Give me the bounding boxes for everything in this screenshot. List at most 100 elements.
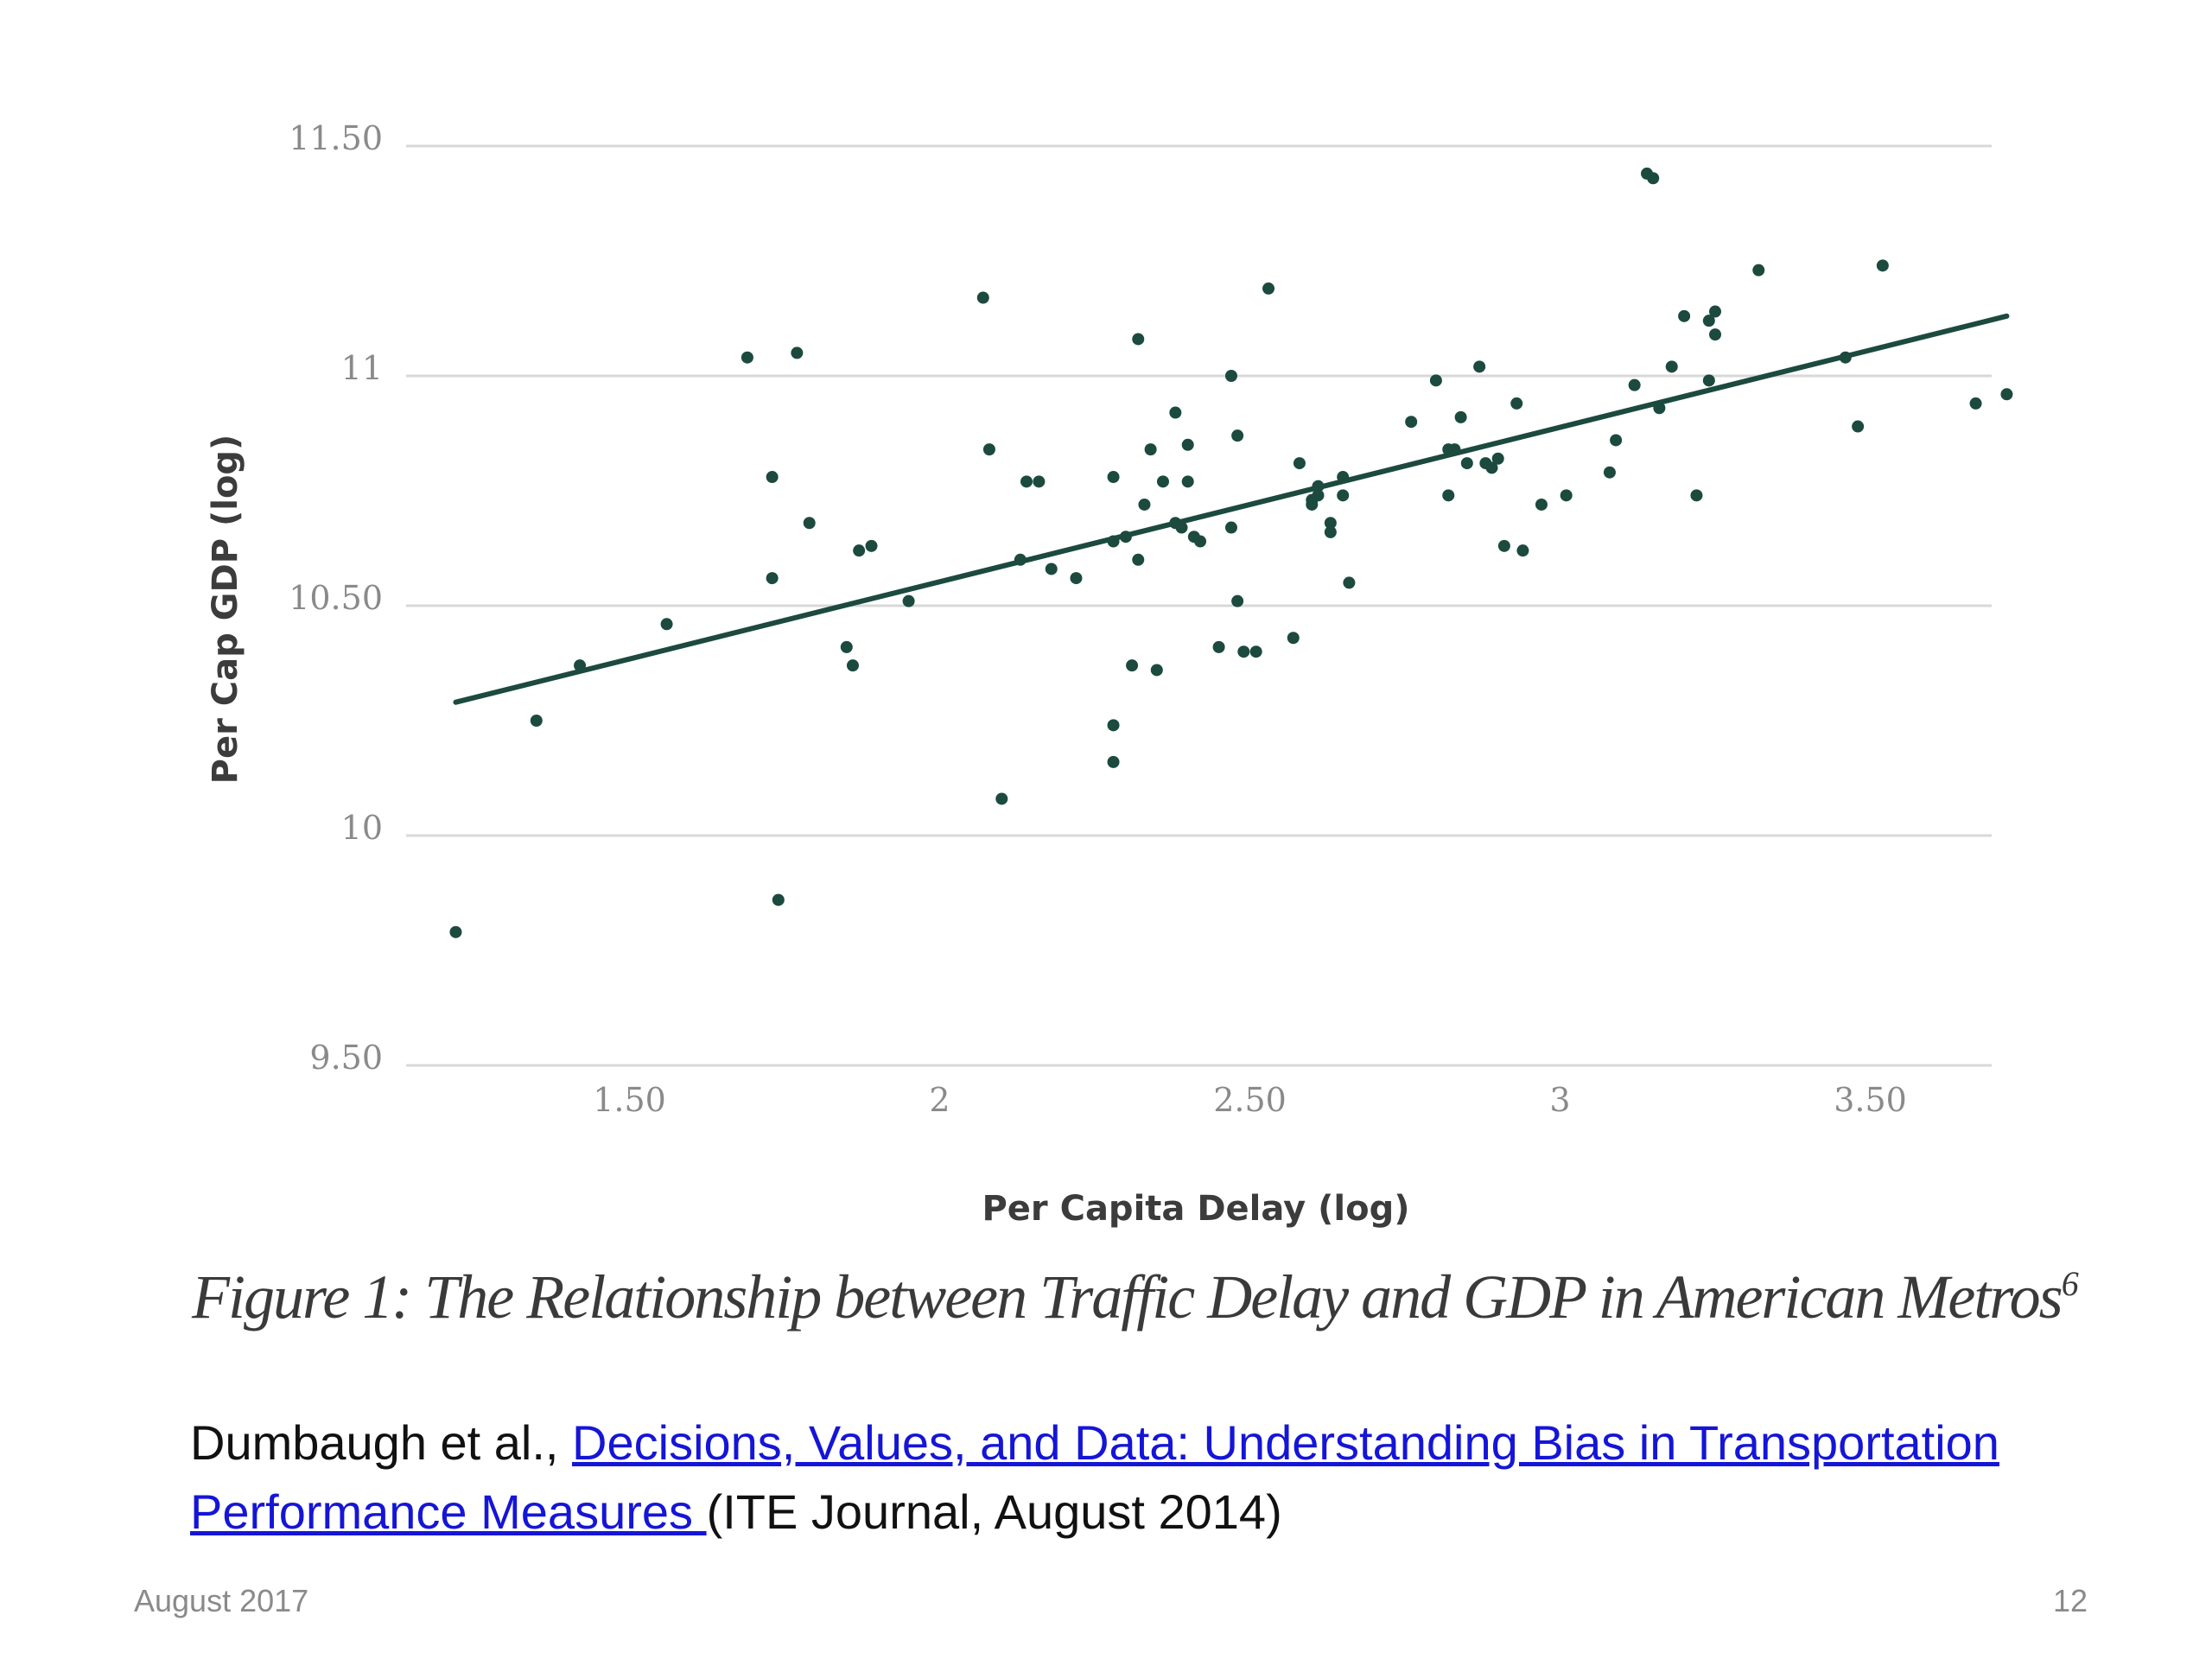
data-point [982,443,995,456]
data-point [846,659,859,672]
data-point [803,517,816,530]
data-point [976,291,989,304]
data-point [449,925,462,938]
footer-date: August 2017 [134,1583,309,1618]
data-point [1033,475,1046,488]
data-point [1876,259,1889,272]
data-point [1448,443,1461,456]
trend-line [453,313,2010,705]
data-point [1429,374,1442,387]
data-point [1690,489,1703,502]
x-tick-label: 3.50 [1834,1081,1907,1119]
footnote-marker: 6 [2061,1264,2079,1303]
data-point [1287,632,1300,645]
data-point [1126,659,1139,672]
data-point [902,594,915,607]
data-point [1132,333,1145,346]
data-point [1107,755,1120,768]
data-point [1132,553,1145,566]
data-point [1491,452,1504,465]
x-tick-label: 2 [929,1081,950,1119]
data-point [1045,563,1058,575]
data-point [1641,167,1654,180]
data-point [1473,360,1486,373]
data-point [1603,466,1616,479]
data-point [1293,457,1306,470]
data-point [1337,471,1350,484]
data-point [995,792,1008,805]
data-point [1181,438,1194,451]
x-tick-labels: 1.50 2 2.50 3 3.50 [593,1081,1907,1119]
x-tick-label: 2.50 [1213,1081,1287,1119]
data-point [1181,475,1194,488]
y-tick-label: 11 [341,349,383,387]
data-point [1852,420,1865,433]
data-point [1014,553,1027,566]
data-point [1678,309,1691,322]
data-point [1224,370,1237,382]
data-point [1107,471,1120,484]
data-point [1237,645,1250,658]
data-point [530,715,543,727]
data-point [772,893,785,906]
data-point [574,659,587,672]
data-point [1839,351,1852,364]
y-tick-label: 11.50 [289,119,383,157]
data-point [1628,378,1641,391]
data-point [1119,531,1132,543]
page-number: 12 [2053,1583,2088,1618]
data-point [1709,328,1721,341]
data-point [741,351,753,364]
data-point [1020,475,1033,488]
data-point [791,346,804,359]
y-tick-label: 9.50 [309,1039,383,1077]
data-point [1175,521,1188,534]
figure-caption-text: Figure 1: The Relationship between Traff… [192,1262,2063,1332]
data-point [1312,489,1325,502]
y-axis-title: Per Cap GDP (log) [206,435,245,785]
data-point [1610,434,1623,447]
data-point [1107,719,1120,732]
data-point [1516,544,1529,557]
data-point [1454,410,1467,423]
data-point [1560,489,1573,502]
data-point [1343,576,1356,589]
data-point [1150,664,1163,677]
data-point [1510,397,1523,410]
data-point [1231,429,1244,442]
data-point [1324,525,1337,538]
data-point [1702,374,1715,387]
data-point [840,640,853,653]
data-point [1249,645,1262,658]
data-point [1107,535,1120,548]
data-point [1070,572,1083,585]
data-point [1405,416,1418,429]
article-link[interactable]: Decisions, Values, and Data: Understandi… [190,1415,1999,1539]
data-point [1194,535,1207,548]
data-point [1262,282,1275,295]
gridlines [406,144,1992,1067]
data-point [853,544,866,557]
data-point [1231,594,1244,607]
data-point [1752,264,1765,276]
data-points [449,167,2013,938]
scatter-chart: 9.50 10 10.50 11 11.50 1.50 2 2.50 3 3.50 Per Ca… [206,119,2013,1229]
data-point [1337,489,1350,502]
data-point [1224,521,1237,534]
data-point [1156,475,1169,488]
y-tick-label: 10 [341,809,383,847]
data-point [766,572,779,585]
data-point [660,618,673,631]
y-tick-labels: 9.50 10 10.50 11 11.50 [289,119,383,1077]
x-tick-label: 3 [1549,1081,1570,1119]
citation-source: (ITE Journal, August 2014) [706,1484,1282,1539]
x-axis-title: Per Capita Delay (log) [982,1189,1409,1229]
data-point [1138,498,1151,511]
data-point [1324,517,1337,530]
data-point [1306,498,1319,511]
x-tick-label: 1.50 [593,1081,666,1119]
data-point [1169,406,1182,419]
citation: Dumbaugh et al., Decisions, Values, and … [190,1408,2126,1547]
data-point [1653,402,1666,415]
figure-caption: Figure 1: The Relationship between Traff… [192,1262,2079,1333]
